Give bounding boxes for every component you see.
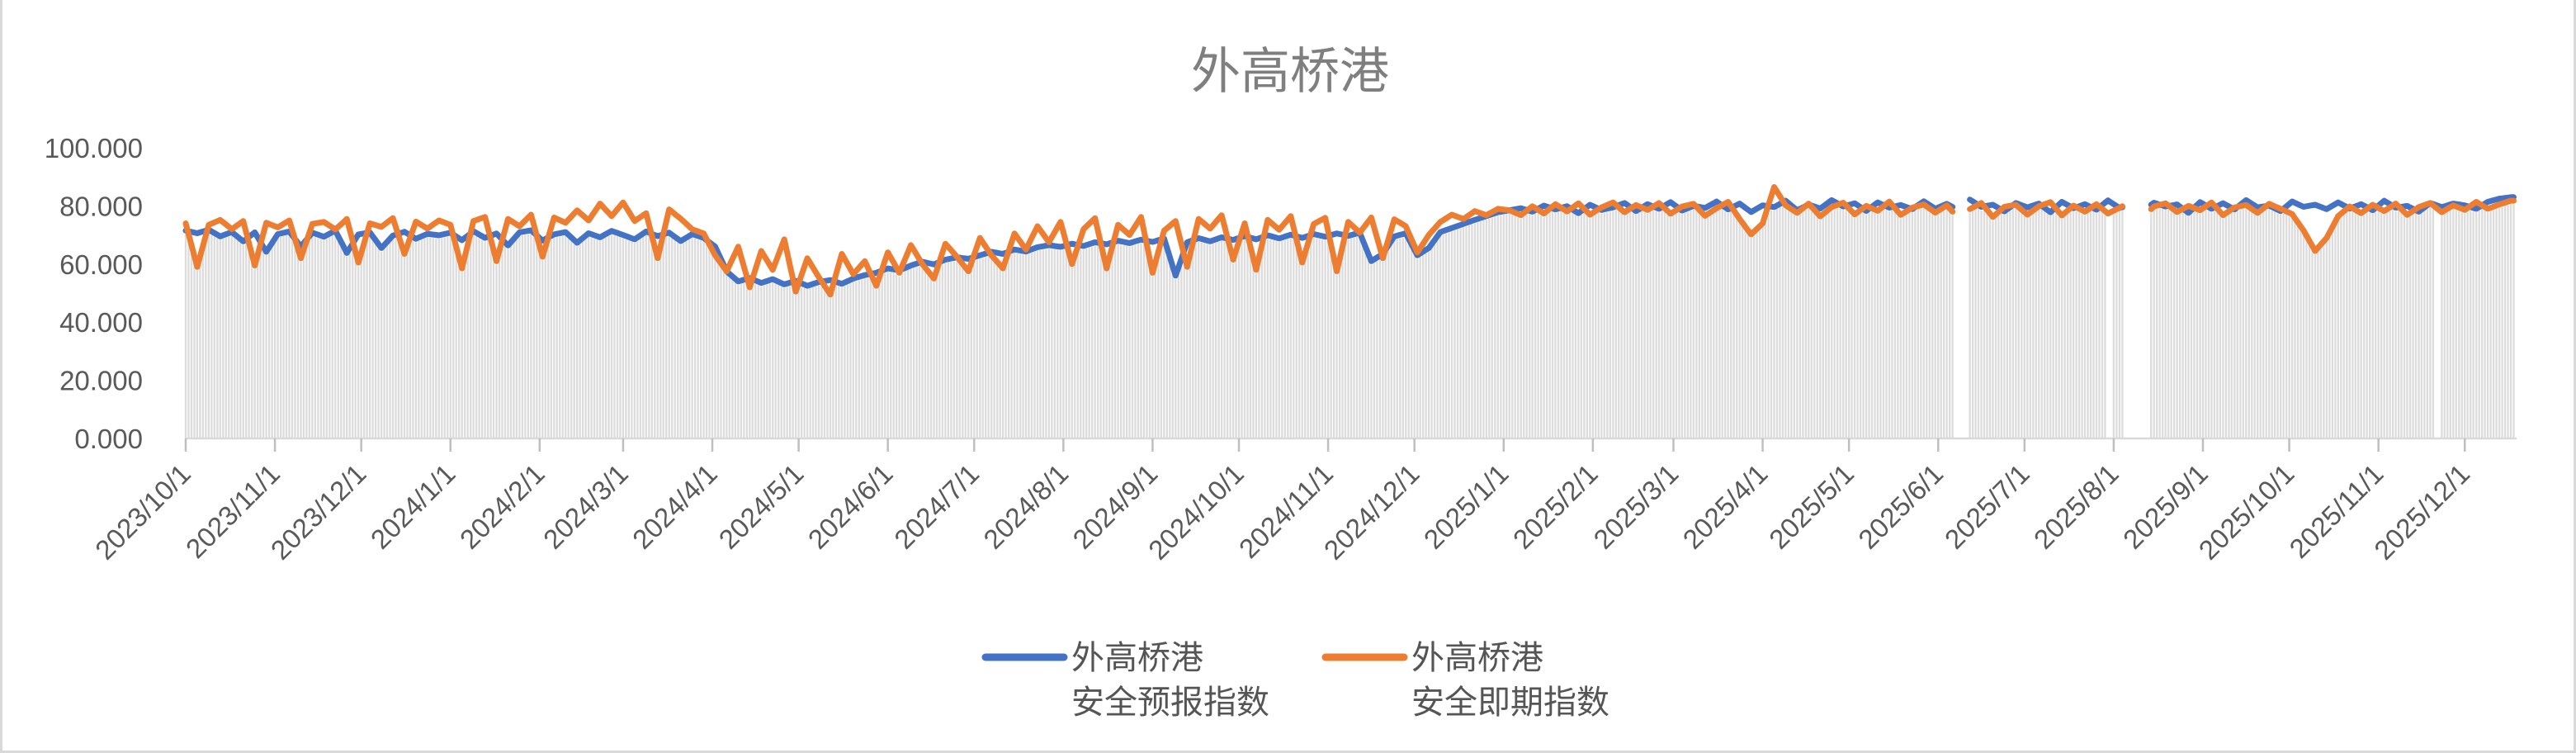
legend-entry-spot[interactable]: 外高桥港 安全即期指数 [1321,640,1609,721]
y-axis-tick-label: 40.000 [59,307,143,338]
legend-forecast-label-line1: 外高桥港 [1071,640,1203,676]
y-axis: 0.000 20.000 40.000 60.000 80.000 100.000 [45,133,143,454]
legend-spot-label-line2: 安全即期指数 [1411,684,1609,721]
x-axis-tick-label: 2024/1/1 [365,458,461,555]
x-axis-tick-label: 2024/8/1 [977,458,1074,555]
x-axis-tick-label: 2025/2/1 [1507,458,1604,555]
x-axis-tick-label: 2024/2/1 [454,458,551,555]
y-axis-tick-label: 80.000 [59,191,143,221]
x-axis-tick-label: 2024/5/1 [713,458,810,555]
x-axis-tick-label: 2024/12/1 [1318,458,1425,566]
x-axis-tick-label: 2025/4/1 [1677,458,1774,555]
x-axis-tick-label: 2025/5/1 [1763,458,1860,555]
x-axis-tick-label: 2024/4/1 [626,458,723,555]
x-axis-tick-label: 2024/10/1 [1142,458,1250,566]
x-axis-tick-label: 2023/12/1 [265,458,372,566]
x-axis-tick-label: 2024/7/1 [888,458,985,555]
daily-bar-columns [184,204,2515,438]
forecast-index-line[interactable] [1967,197,2125,215]
spot-index-line[interactable] [2148,197,2517,254]
y-axis-tick-label: 20.000 [59,366,143,396]
x-axis-tick-label: 2025/8/1 [2028,458,2125,555]
legend-forecast-label-line2: 安全预报指数 [1071,684,1269,721]
x-axis-tick-label: 2025/3/1 [1587,458,1684,555]
x-axis-tick-label: 2025/1/1 [1418,458,1515,555]
y-axis-tick-label: 100.000 [45,133,143,163]
y-axis-tick-label: 60.000 [59,249,143,280]
spot-index-line[interactable] [182,184,1956,298]
daily-index-bars [184,204,2515,438]
x-axis-tick-label: 2023/10/1 [89,458,196,566]
chart-title[interactable]: 外高桥港 [1191,44,1389,99]
x-axis-tick-label: 2024/3/1 [537,458,634,555]
spot-index-line[interactable] [1967,199,2125,220]
x-axis-tick-label: 2024/6/1 [802,458,899,555]
index-line-series [182,184,2517,298]
x-axis-tick-label: 2025/6/1 [1852,458,1949,555]
y-axis-tick-label: 0.000 [74,424,143,454]
x-axis-tick-label: 2025/12/1 [2368,458,2475,566]
x-axis-tick-label: 2025/7/1 [1939,458,2035,555]
x-axis: 2023/10/12023/11/12023/12/12024/1/12024/… [89,437,2517,566]
legend-spot-label-line1: 外高桥港 [1411,640,1543,676]
x-axis-tick-label: 2025/10/1 [2193,458,2300,566]
legend-entry-forecast[interactable]: 外高桥港 安全预报指数 [981,640,1269,721]
chart-legend: 外高桥港 安全预报指数 外高桥港 安全即期指数 [981,640,1609,721]
